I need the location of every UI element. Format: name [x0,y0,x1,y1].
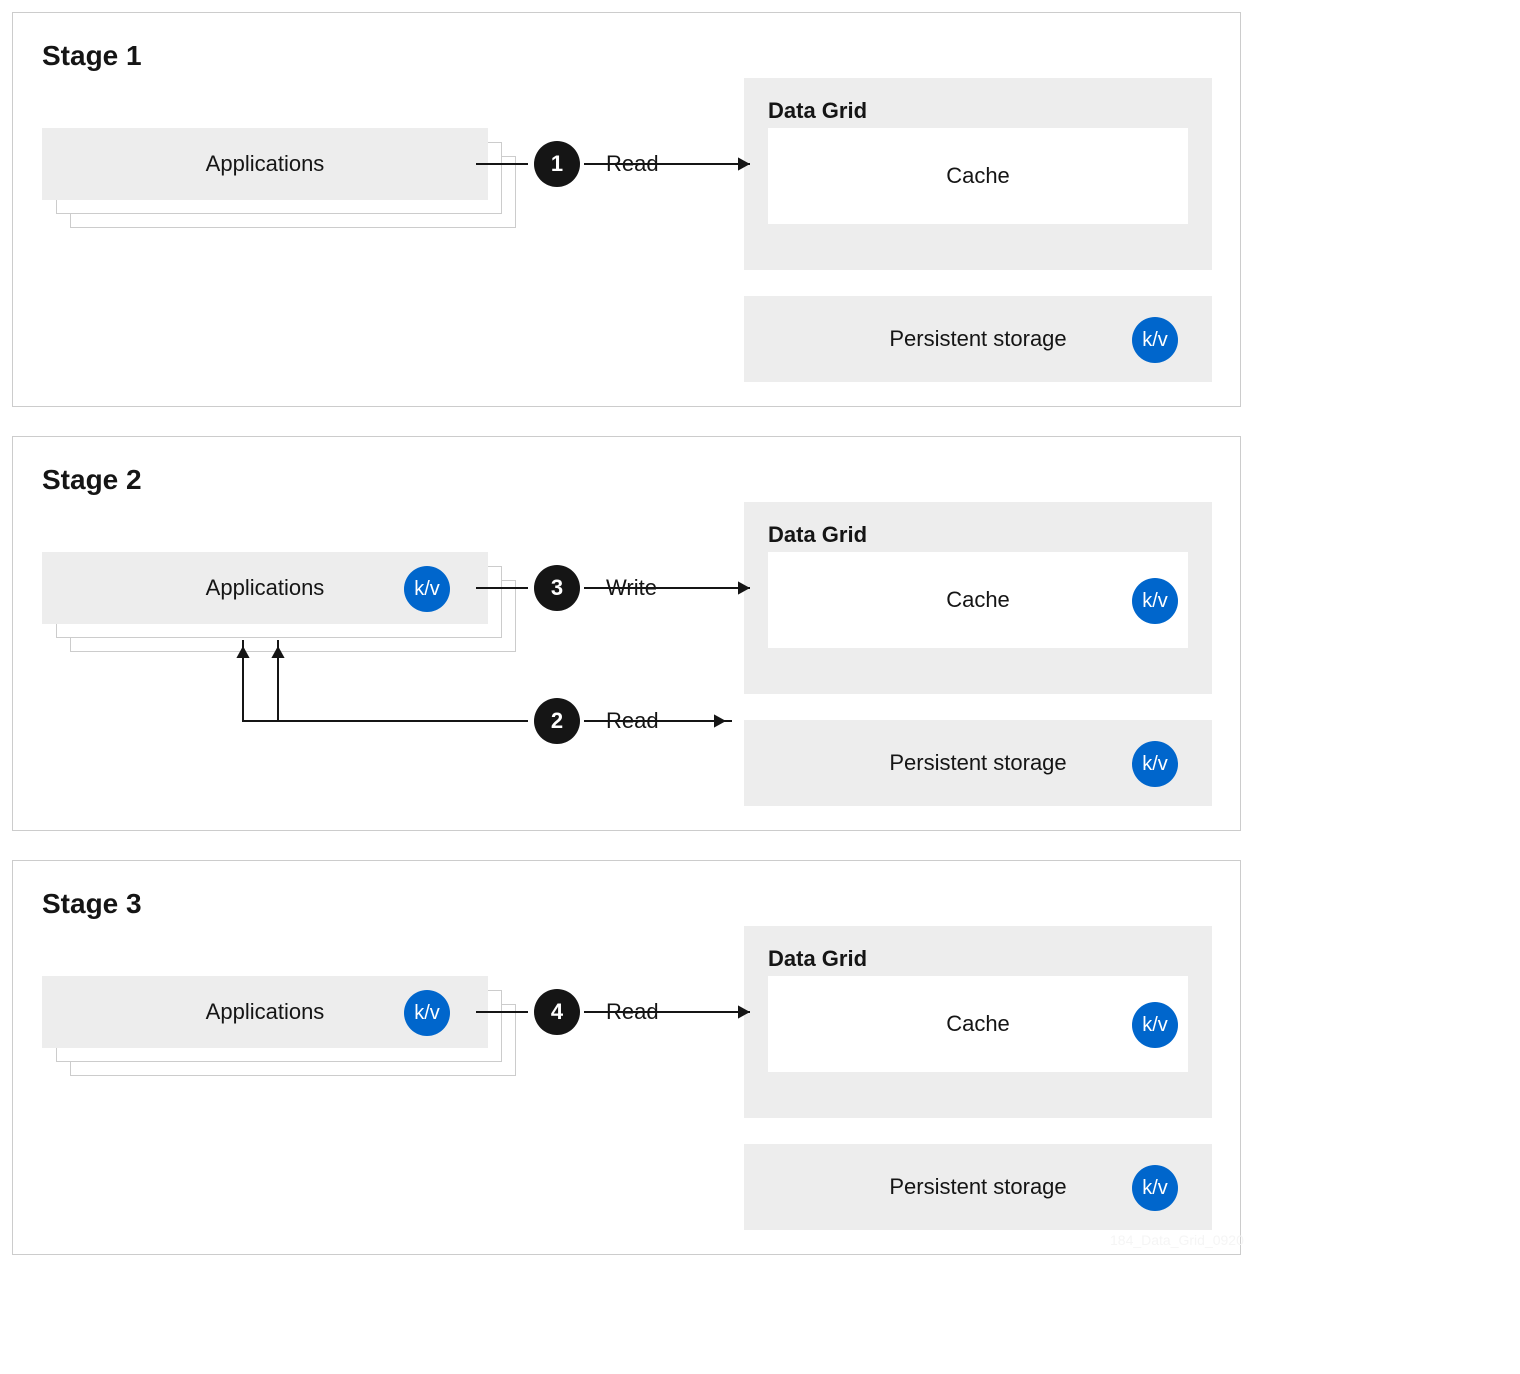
applications-label: Applications [206,575,325,601]
kv-badge-applications: k/v [404,990,450,1036]
cache-box: Cache [768,128,1188,224]
applications-box: Applications [42,128,488,200]
kv-badge-storage: k/v [1132,317,1178,363]
kv-badge-storage: k/v [1132,1165,1178,1211]
step-badge-2: 2 [534,698,580,744]
cache-label: Cache [946,1011,1010,1037]
step-badge-1: 1 [534,141,580,187]
data-grid-title: Data Grid [768,522,867,548]
kv-badge-storage: k/v [1132,741,1178,787]
edge-label-4: Read [606,999,659,1025]
stage-title: Stage 1 [42,40,142,72]
applications-label: Applications [206,999,325,1025]
persistent-storage-label: Persistent storage [889,1174,1066,1200]
data-grid-title: Data Grid [768,946,867,972]
step-badge-3: 3 [534,565,580,611]
edge-label-1: Read [606,151,659,177]
cache-box: Cache [768,552,1188,648]
cache-label: Cache [946,587,1010,613]
persistent-storage-label: Persistent storage [889,326,1066,352]
edge-label-2: Read [606,708,659,734]
kv-badge-applications: k/v [404,566,450,612]
footer-watermark: 184_Data_Grid_0920 [1110,1232,1244,1248]
stage-title: Stage 3 [42,888,142,920]
persistent-storage-label: Persistent storage [889,750,1066,776]
edge-label-3: Write [606,575,657,601]
kv-badge-cache: k/v [1132,1002,1178,1048]
data-grid-title: Data Grid [768,98,867,124]
cache-box: Cache [768,976,1188,1072]
kv-badge-cache: k/v [1132,578,1178,624]
applications-label: Applications [206,151,325,177]
step-badge-4: 4 [534,989,580,1035]
cache-label: Cache [946,163,1010,189]
stage-title: Stage 2 [42,464,142,496]
